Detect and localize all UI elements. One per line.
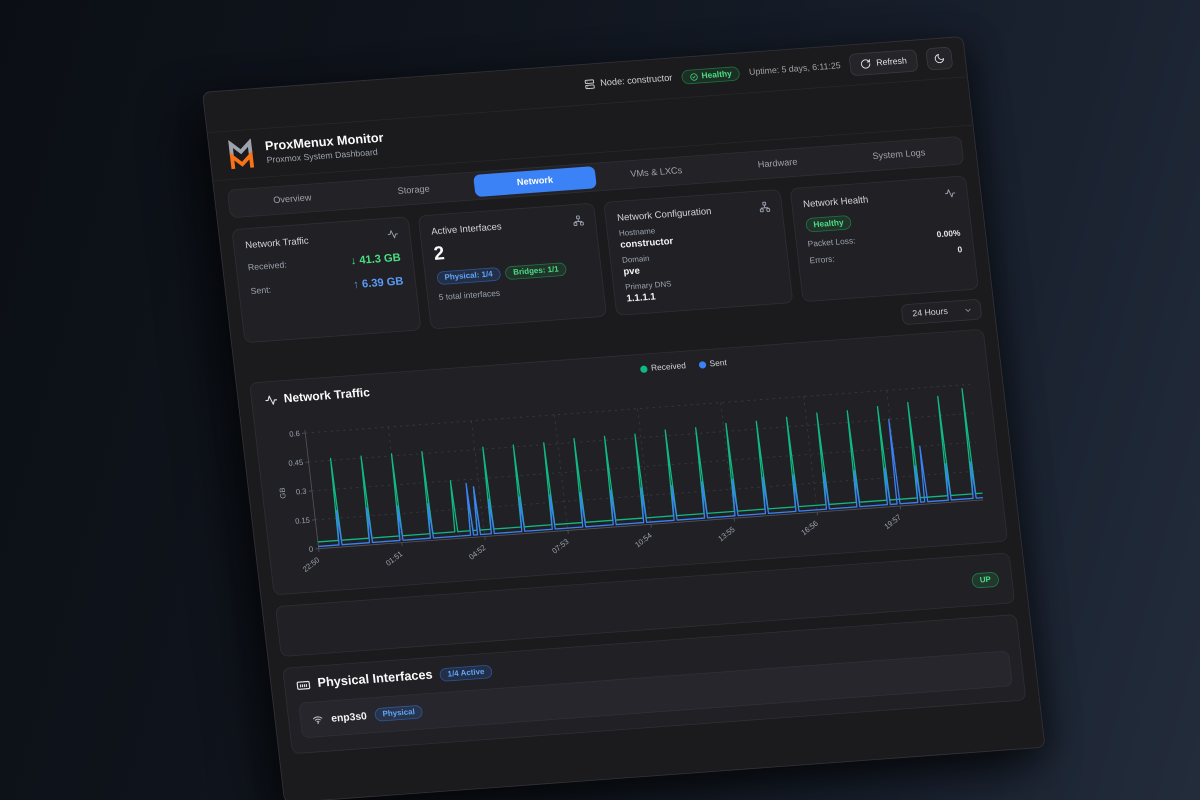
errors-value: 0 [957,245,963,255]
active-count-badge: 1/4 Active [438,664,494,682]
ethernet-icon [296,680,311,690]
moon-icon [934,53,945,64]
health-status-label: Healthy [701,69,733,81]
svg-text:19:57: 19:57 [883,512,903,531]
up-status-badge: UP [970,571,1000,589]
network-health-card: Network Health Healthy Packet Loss: 0.00… [789,175,979,303]
tab-content: Network Traffic Received: ↓ 41.3 GB Sent… [218,163,1041,766]
stat-card-grid: Network Traffic Received: ↓ 41.3 GB Sent… [231,175,979,344]
node-indicator: Node: constructor [584,73,673,91]
svg-text:GB: GB [278,487,288,499]
time-range-select[interactable]: 24 Hours [900,298,983,326]
check-circle-icon [690,72,698,81]
svg-text:22:50: 22:50 [301,555,321,574]
app-header: ProxMenux Monitor Proxmox System Dashboa… [207,77,973,182]
wifi-icon [312,716,323,724]
chevron-down-icon [965,308,971,312]
network-health-card-title: Network Health [802,193,869,210]
svg-text:07:53: 07:53 [550,537,570,556]
refresh-label: Refresh [875,56,908,68]
active-interfaces-card-title: Active Interfaces [430,220,503,237]
time-range-value: 24 Hours [911,306,949,319]
network-traffic-chart-card: Network Traffic Received Sent 0 0.15 0.3 0.… [249,328,1009,596]
network-traffic-chart: 0 0.15 0.3 0.45 0.6 22:50 01:51 04:52 07:53 10:54… [278,383,984,574]
active-interfaces-card: Active Interfaces 2 Physical: 1/4 Bridge… [417,202,607,330]
total-interfaces-note: 5 total interfaces [438,288,501,303]
uptime-label: Uptime: 5 days, 6:11:25 [748,61,842,78]
topbar: Node: constructor Healthy Uptime: 5 days… [202,36,968,134]
health-status-badge: Healthy [680,66,741,85]
svg-text:0.3: 0.3 [295,487,306,497]
received-label: Received: [247,260,288,273]
physical-interfaces-title: Physical Interfaces [316,668,434,691]
svg-text:13:55: 13:55 [716,525,736,544]
errors-label: Errors: [809,254,836,266]
sent-legend-label: Sent [709,358,728,369]
header-titles: ProxMenux Monitor Proxmox System Dashboa… [264,131,385,165]
svg-text:01:51: 01:51 [384,549,404,568]
received-value: ↓ 41.3 GB [349,250,402,267]
svg-text:16:56: 16:56 [799,519,819,538]
bridges-count-badge: Bridges: 1/1 [504,262,568,281]
sent-value: ↑ 6.39 GB [352,274,405,291]
svg-text:0: 0 [308,544,313,553]
physical-count-badge: Physical: 1/4 [435,267,502,286]
network-tree-icon [759,201,770,213]
packet-loss-value: 0.00% [936,228,961,240]
network-health-status-label: Healthy [812,217,845,230]
physical-interfaces-card: Physical Interfaces 1/4 Active enp3s0 Ph… [282,614,1027,755]
network-configuration-card: Network Configuration Hostname construct… [603,189,793,316]
svg-text:0.6: 0.6 [289,429,300,439]
network-nodes-icon [573,215,584,226]
svg-text:0.45: 0.45 [288,458,304,468]
received-legend-dot [639,365,648,373]
activity-icon [265,395,278,405]
time-range-row: 24 Hours [246,298,983,373]
refresh-icon [861,59,871,69]
packet-loss-label: Packet Loss: [807,236,856,250]
network-configuration-card-title: Network Configuration [616,205,712,224]
network-traffic-card-title: Network Traffic [244,234,310,251]
active-interfaces-count: 2 [432,242,446,265]
network-health-status-badge: Healthy [804,214,853,233]
svg-text:10:54: 10:54 [633,530,654,549]
svg-text:04:52: 04:52 [467,543,487,562]
interface-type-badge: Physical [373,704,424,722]
dashboard-window: Node: constructor Healthy Uptime: 5 days… [202,36,1046,800]
server-icon [585,79,596,90]
chart-title: Network Traffic [283,385,371,406]
pulse-icon [945,189,956,198]
interface-row-enp3s0[interactable]: enp3s0 Physical [298,650,1013,739]
refresh-button[interactable]: Refresh [848,49,919,77]
svg-text:0.15: 0.15 [295,516,311,526]
proxmenux-logo [228,138,255,170]
theme-toggle-button[interactable] [925,46,954,71]
sent-legend-dot [698,360,707,369]
activity-icon [387,230,398,239]
interface-name: enp3s0 [330,709,368,725]
node-label: Node: constructor [599,73,673,89]
network-traffic-card: Network Traffic Received: ↓ 41.3 GB Sent… [231,216,422,344]
sent-label: Sent: [250,285,272,297]
